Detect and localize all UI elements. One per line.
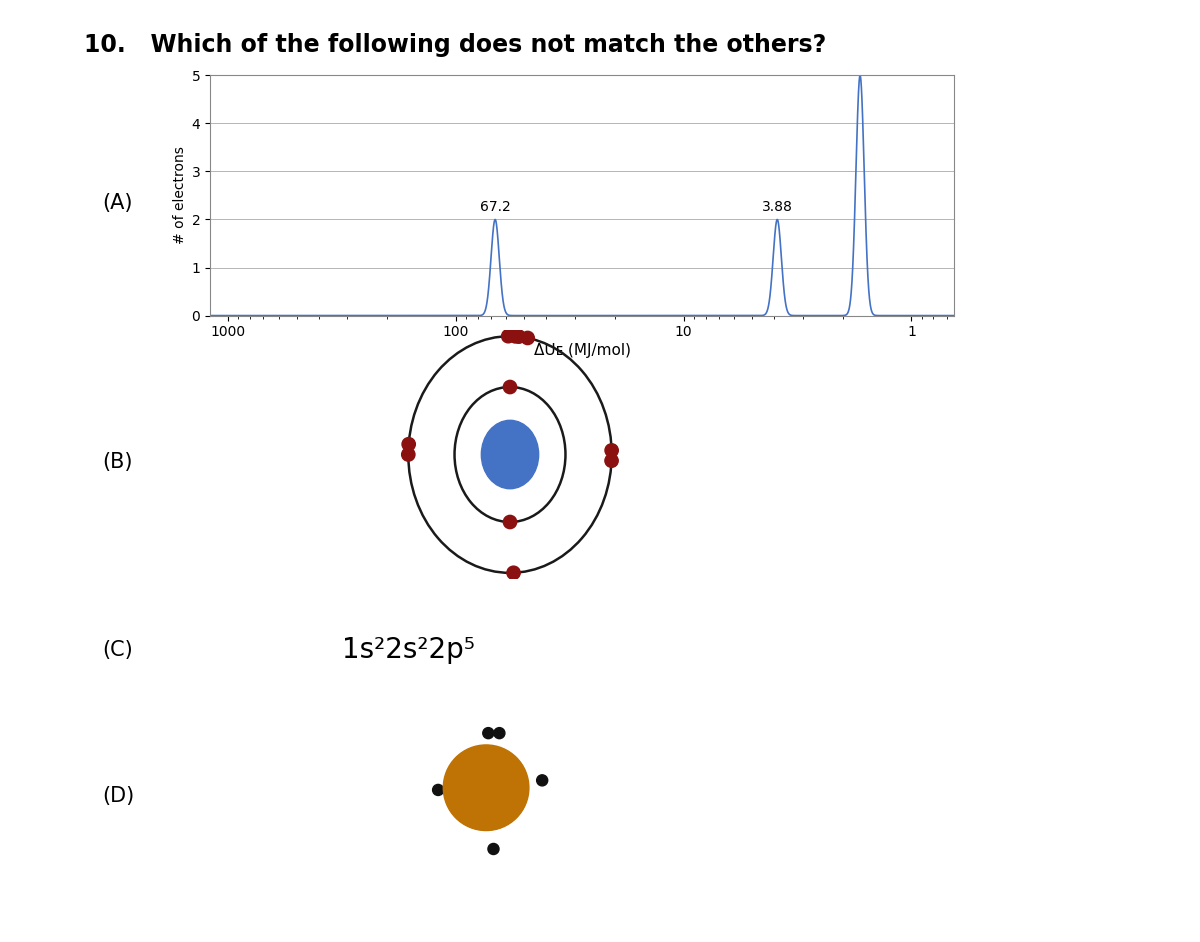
Circle shape	[452, 754, 522, 823]
Text: (D): (D)	[102, 786, 134, 806]
Circle shape	[458, 760, 517, 819]
Circle shape	[448, 750, 526, 827]
Circle shape	[446, 748, 527, 828]
Text: (C): (C)	[102, 640, 133, 660]
Circle shape	[474, 776, 505, 807]
Circle shape	[482, 727, 494, 739]
Circle shape	[484, 785, 499, 801]
Circle shape	[451, 753, 523, 825]
Circle shape	[480, 782, 502, 803]
Circle shape	[481, 782, 500, 803]
Circle shape	[458, 759, 518, 820]
Circle shape	[445, 747, 528, 829]
Circle shape	[486, 788, 497, 799]
Circle shape	[402, 437, 415, 451]
Text: 10.   Which of the following does not match the others?: 10. Which of the following does not matc…	[84, 33, 827, 57]
Circle shape	[457, 758, 518, 820]
Circle shape	[461, 763, 515, 817]
Circle shape	[463, 765, 514, 815]
Circle shape	[468, 771, 510, 811]
Circle shape	[486, 788, 497, 798]
Circle shape	[472, 773, 508, 809]
Circle shape	[470, 771, 509, 810]
Circle shape	[456, 757, 520, 821]
Circle shape	[432, 785, 444, 795]
Circle shape	[448, 749, 526, 827]
Circle shape	[469, 771, 509, 811]
Circle shape	[488, 789, 496, 797]
Circle shape	[488, 790, 494, 796]
Circle shape	[461, 762, 516, 818]
Circle shape	[444, 746, 528, 830]
Circle shape	[462, 764, 515, 817]
Text: 67.2: 67.2	[480, 200, 510, 214]
Circle shape	[512, 330, 526, 343]
Circle shape	[521, 332, 534, 345]
Circle shape	[491, 793, 493, 794]
Y-axis label: # of electrons: # of electrons	[173, 147, 187, 244]
Text: (A): (A)	[102, 192, 132, 213]
Circle shape	[455, 756, 521, 822]
Circle shape	[487, 788, 496, 797]
Circle shape	[494, 727, 505, 739]
Circle shape	[456, 758, 520, 820]
Circle shape	[536, 775, 547, 786]
Circle shape	[482, 784, 499, 801]
Circle shape	[488, 843, 499, 854]
Circle shape	[473, 774, 506, 808]
Circle shape	[468, 770, 510, 812]
Circle shape	[479, 781, 502, 804]
Circle shape	[450, 752, 524, 825]
Circle shape	[490, 791, 494, 795]
Circle shape	[473, 775, 506, 808]
Circle shape	[454, 755, 522, 823]
Text: 3.88: 3.88	[762, 200, 793, 214]
Circle shape	[478, 779, 503, 804]
Circle shape	[485, 787, 498, 799]
Circle shape	[503, 515, 517, 528]
Circle shape	[502, 330, 515, 343]
Circle shape	[460, 761, 516, 819]
Circle shape	[470, 772, 508, 809]
Circle shape	[506, 566, 521, 579]
Circle shape	[605, 444, 618, 457]
Circle shape	[479, 780, 503, 804]
Circle shape	[451, 753, 523, 824]
Circle shape	[475, 777, 504, 806]
Ellipse shape	[481, 420, 539, 489]
Circle shape	[445, 747, 527, 829]
X-axis label: ΔUᴇ (MJ/mol): ΔUᴇ (MJ/mol)	[534, 344, 630, 359]
Text: 1s²2s²2p⁵: 1s²2s²2p⁵	[342, 636, 474, 664]
Circle shape	[454, 755, 521, 822]
Circle shape	[491, 792, 493, 795]
Circle shape	[463, 764, 514, 816]
Circle shape	[464, 766, 512, 815]
Text: (B): (B)	[102, 451, 132, 472]
Circle shape	[402, 447, 415, 462]
Circle shape	[605, 454, 618, 467]
Circle shape	[443, 745, 529, 831]
Circle shape	[481, 783, 500, 802]
Circle shape	[503, 381, 517, 394]
Circle shape	[466, 767, 512, 814]
Circle shape	[449, 751, 524, 826]
Circle shape	[476, 778, 504, 805]
Circle shape	[484, 786, 498, 800]
Circle shape	[467, 769, 511, 813]
Circle shape	[475, 776, 505, 806]
Circle shape	[466, 768, 511, 813]
Circle shape	[509, 330, 522, 343]
